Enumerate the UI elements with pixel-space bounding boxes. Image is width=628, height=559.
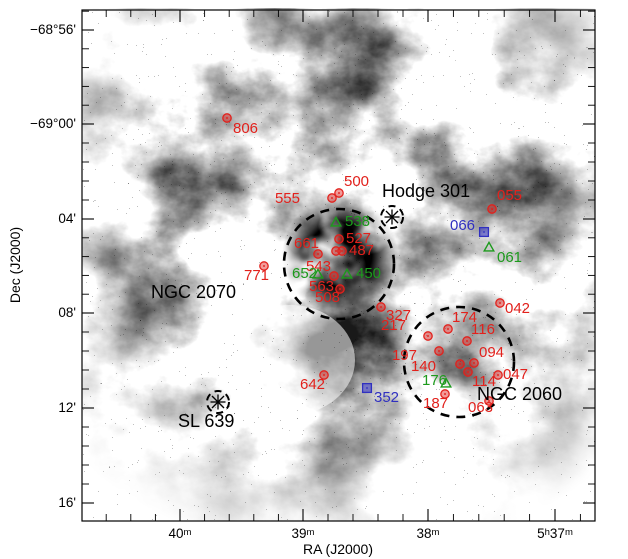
- svg-text:SL 639: SL 639: [178, 411, 234, 431]
- svg-text:187: 187: [423, 395, 448, 412]
- svg-text:661: 661: [294, 235, 319, 252]
- svg-text:352: 352: [374, 389, 399, 406]
- svg-text:12': 12': [58, 400, 76, 415]
- svg-text:Hodge 301: Hodge 301: [382, 181, 470, 201]
- svg-text:RA (J2000): RA (J2000): [303, 541, 373, 557]
- svg-text:217: 217: [381, 317, 406, 334]
- svg-text:16': 16': [58, 495, 76, 510]
- svg-text:042: 042: [505, 300, 530, 317]
- svg-text:NGC 2060: NGC 2060: [477, 384, 562, 404]
- svg-text:Dec (J2000): Dec (J2000): [7, 227, 23, 303]
- svg-text:−69°00': −69°00': [30, 116, 76, 131]
- svg-text:806: 806: [233, 120, 258, 137]
- svg-text:116: 116: [471, 321, 495, 338]
- svg-text:04': 04': [58, 211, 76, 226]
- svg-text:508: 508: [315, 289, 340, 306]
- svg-text:500: 500: [344, 173, 369, 190]
- svg-text:066: 066: [450, 217, 475, 234]
- svg-text:487: 487: [349, 242, 374, 259]
- svg-text:771: 771: [244, 267, 269, 284]
- svg-text:08': 08': [58, 305, 76, 320]
- svg-text:055: 055: [497, 187, 522, 204]
- svg-text:NGC 2070: NGC 2070: [151, 282, 236, 302]
- svg-text:538: 538: [345, 213, 370, 230]
- svg-text:555: 555: [275, 190, 300, 207]
- svg-text:642: 642: [300, 376, 325, 393]
- svg-text:094: 094: [479, 344, 504, 361]
- svg-text:061: 061: [497, 249, 522, 266]
- svg-text:450: 450: [356, 265, 381, 282]
- svg-text:047: 047: [503, 366, 528, 383]
- svg-text:−68°56': −68°56': [30, 22, 76, 37]
- svg-text:176: 176: [422, 372, 447, 389]
